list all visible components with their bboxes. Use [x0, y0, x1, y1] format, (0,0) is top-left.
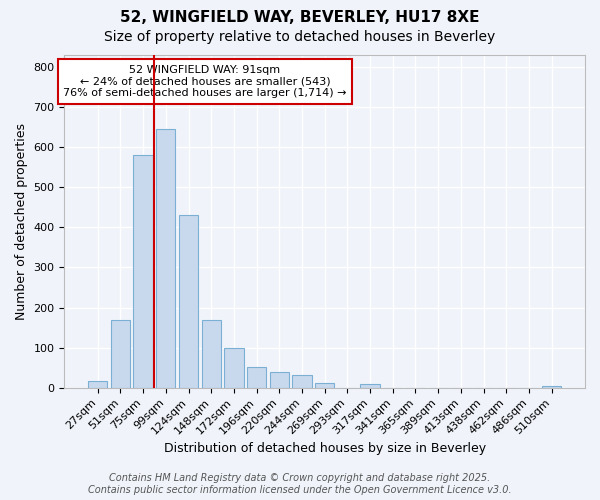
Bar [179, 216, 198, 388]
Bar [224, 348, 244, 388]
Bar [315, 383, 334, 388]
Bar [247, 367, 266, 388]
Bar [361, 384, 380, 388]
Y-axis label: Number of detached properties: Number of detached properties [15, 123, 28, 320]
Text: 52, WINGFIELD WAY, BEVERLEY, HU17 8XE: 52, WINGFIELD WAY, BEVERLEY, HU17 8XE [120, 10, 480, 25]
X-axis label: Distribution of detached houses by size in Beverley: Distribution of detached houses by size … [164, 442, 486, 455]
Bar [292, 374, 311, 388]
Text: Contains HM Land Registry data © Crown copyright and database right 2025.
Contai: Contains HM Land Registry data © Crown c… [88, 474, 512, 495]
Text: 52 WINGFIELD WAY: 91sqm
← 24% of detached houses are smaller (543)
76% of semi-d: 52 WINGFIELD WAY: 91sqm ← 24% of detache… [63, 65, 347, 98]
Bar [269, 372, 289, 388]
Bar [133, 155, 153, 388]
Bar [88, 380, 107, 388]
Text: Size of property relative to detached houses in Beverley: Size of property relative to detached ho… [104, 30, 496, 44]
Bar [111, 320, 130, 388]
Bar [202, 320, 221, 388]
Bar [542, 386, 562, 388]
Bar [156, 129, 175, 388]
